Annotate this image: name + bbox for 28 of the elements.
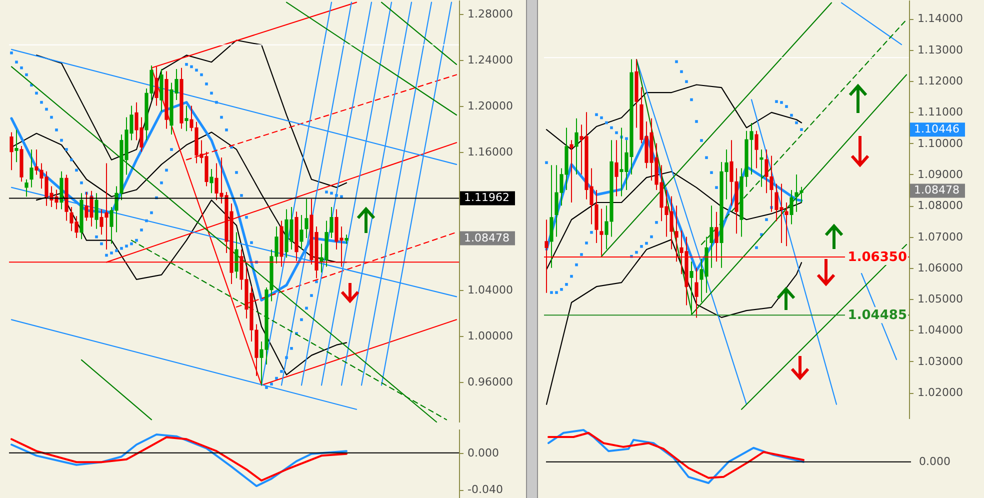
y-tick-label: 1.12000 <box>918 74 963 88</box>
y-tick-label: 1.05000 <box>918 292 963 306</box>
text: 1.08478 <box>464 231 510 244</box>
y-tick-label: 1.24000 <box>468 53 513 66</box>
y-tick-label: 1.10000 <box>918 136 963 150</box>
text: 1.10446 <box>914 122 960 136</box>
y-tick-label: 1.03000 <box>918 354 963 368</box>
y-tick-label: 1.28000 <box>468 7 513 20</box>
ref-line-label: 1.11962 <box>464 191 510 204</box>
text: 1.08478 <box>914 184 960 197</box>
y-tick-label: 1.04000 <box>468 283 513 296</box>
ref-line-label: 1.04485 <box>848 308 907 324</box>
y-tick-label: 1.08000 <box>918 199 963 212</box>
ref-line-label: 1.06350 <box>848 250 907 266</box>
y-tick-label: 1.07000 <box>918 230 963 244</box>
y-tick-label: 1.02000 <box>918 386 963 400</box>
y-tick-label: 1.09000 <box>918 168 963 181</box>
y-tick-label: -0.040 <box>468 483 503 496</box>
y-tick-label: 1.06000 <box>918 261 963 274</box>
y-tick-label: 0.96000 <box>468 375 513 388</box>
y-tick-label: 0.000 <box>468 446 499 460</box>
y-tick-label: 1.00000 <box>468 329 513 342</box>
y-tick-label: 1.16000 <box>468 145 513 158</box>
y-tick-label: 1.14000 <box>918 12 963 26</box>
y-tick-label: 1.04000 <box>918 324 963 337</box>
y-tick-label: 1.13000 <box>918 43 963 56</box>
y-tick-label: 1.11000 <box>918 106 963 119</box>
y-tick-label: 1.20000 <box>468 99 513 112</box>
